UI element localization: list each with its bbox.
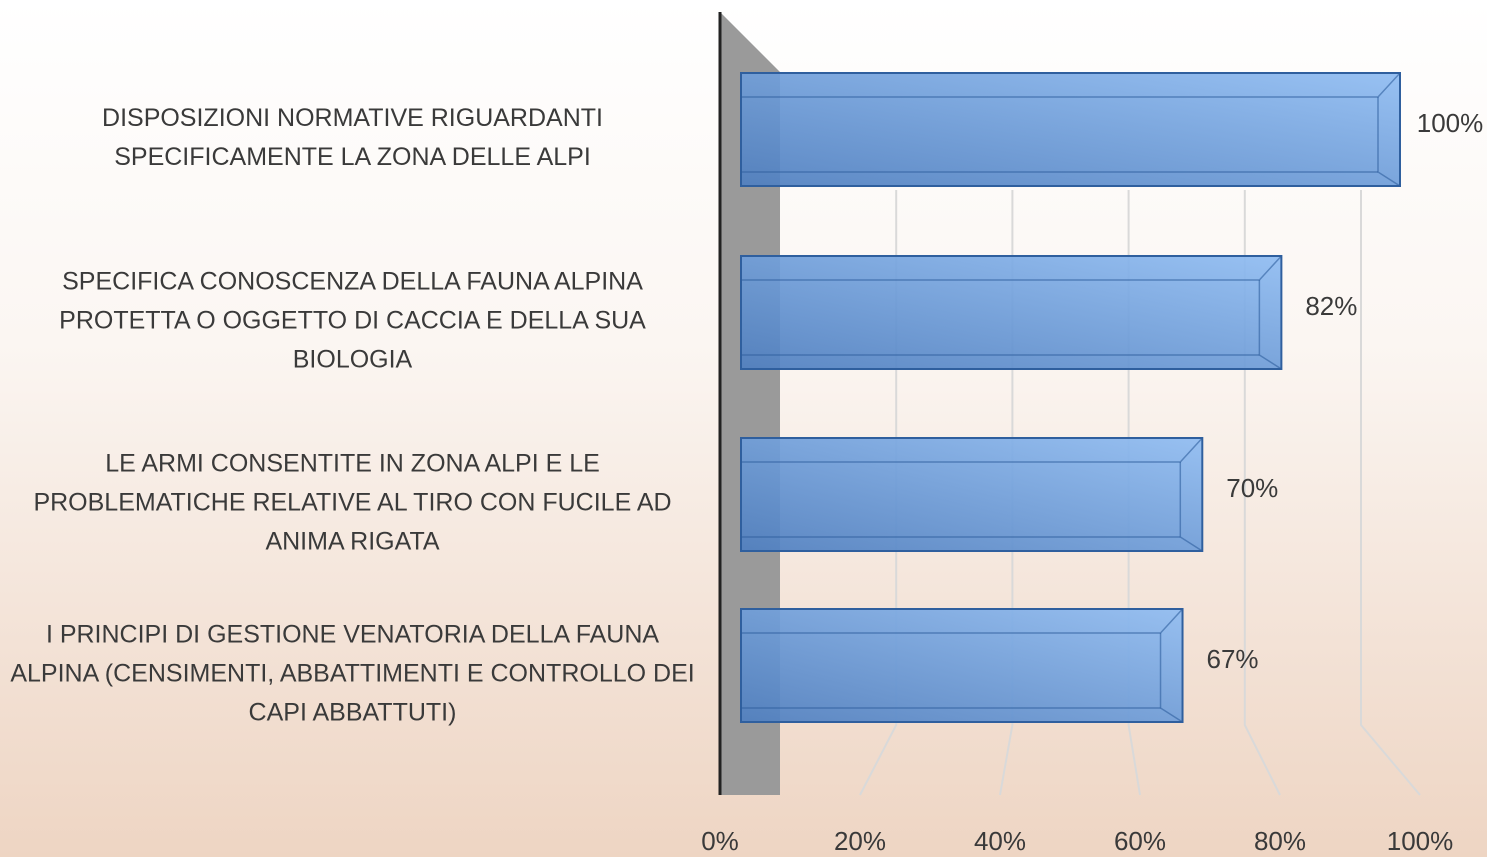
bar-group (740, 255, 1283, 370)
category-label: LE ARMI CONSENTITE IN ZONA ALPI E LE PRO… (33, 449, 672, 555)
value-label: 82% (1305, 291, 1357, 321)
x-tick-label: 60% (1114, 826, 1166, 856)
value-label: 67% (1207, 644, 1259, 674)
grid-line (1360, 190, 1421, 796)
value-label: 100% (1417, 108, 1484, 138)
category-label: DISPOSIZIONI NORMATIVE RIGUARDANTI SPECI… (102, 103, 603, 171)
bar-group (740, 72, 1401, 187)
back-wall (720, 12, 780, 795)
x-tick-label: 20% (834, 826, 886, 856)
bar (740, 255, 1283, 370)
x-tick-label: 100% (1387, 826, 1454, 856)
bar (740, 72, 1401, 187)
bar (740, 437, 1204, 552)
x-tick-label: 0% (701, 826, 739, 856)
x-tick-label: 40% (974, 826, 1026, 856)
value-label: 70% (1226, 473, 1278, 503)
bar (740, 608, 1184, 723)
category-label: SPECIFICA CONOSCENZA DELLA FAUNA ALPINA … (59, 267, 646, 373)
x-tick-label: 80% (1254, 826, 1306, 856)
bar-group (740, 437, 1204, 552)
category-label: I PRINCIPI DI GESTIONE VENATORIA DELLA F… (10, 620, 695, 726)
bar-group (740, 608, 1184, 723)
